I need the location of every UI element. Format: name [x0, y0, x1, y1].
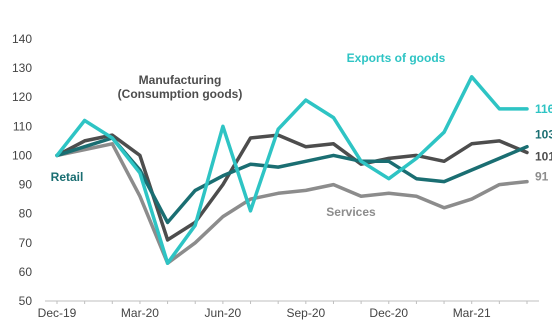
y-tick-label: 130 [12, 61, 32, 75]
end-labels: 101 91 103 116 [535, 102, 552, 184]
series-line-retail [55, 136, 529, 225]
series-label-services: Services [326, 205, 376, 219]
y-tick-label: 80 [19, 207, 33, 221]
series-line-services [55, 142, 529, 265]
series-label-manufacturing: Manufacturing [139, 73, 222, 87]
series-label-exports: Exports of goods [347, 51, 446, 65]
y-tick-label: 90 [19, 178, 33, 192]
x-tick-label: Sep-20 [286, 306, 325, 320]
series-line-exports [55, 75, 529, 265]
y-axis-ticks: 50 60 70 80 90 100 110 120 130 140 [12, 32, 32, 308]
series-labels: Manufacturing(Consumption goods) Services… [51, 51, 446, 219]
series-label-retail: Retail [51, 170, 84, 184]
series-lines [55, 75, 529, 265]
y-tick-label: 100 [12, 148, 32, 162]
y-tick-label: 60 [19, 265, 33, 279]
end-label-services: 91 [535, 170, 549, 184]
y-tick-label: 50 [19, 294, 33, 308]
x-tick-label: Mar-21 [453, 306, 491, 320]
x-tick-label: Dec-19 [38, 306, 77, 320]
series-line-manufacturing [55, 133, 529, 242]
y-tick-label: 70 [19, 236, 33, 250]
end-label-exports: 116 [535, 102, 552, 116]
y-tick-label: 120 [12, 90, 32, 104]
y-tick-label: 110 [13, 119, 32, 133]
x-tick-label: Dec-20 [369, 306, 408, 320]
end-label-retail: 103 [535, 128, 552, 142]
series-label-manufacturing: (Consumption goods) [118, 87, 243, 101]
end-label-manufacturing: 101 [535, 150, 552, 164]
y-tick-label: 140 [12, 32, 32, 46]
x-tick-label: Jun-20 [205, 306, 242, 320]
x-axis: Dec-19 Mar-20 Jun-20 Sep-20 Dec-20 Mar-21 [38, 300, 539, 320]
x-tick-label: Mar-20 [121, 306, 159, 320]
